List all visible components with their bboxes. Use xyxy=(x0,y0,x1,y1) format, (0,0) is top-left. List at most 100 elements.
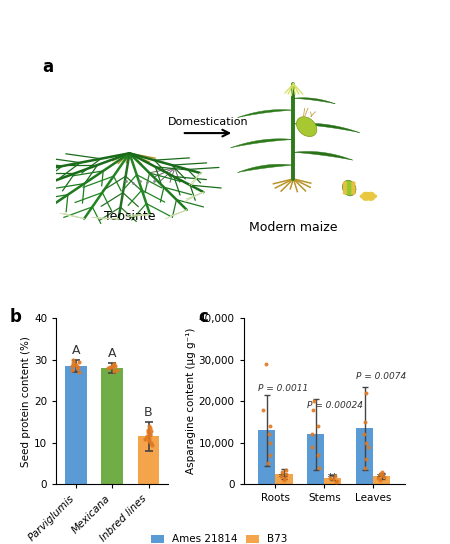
Point xyxy=(310,397,317,406)
Point xyxy=(265,430,272,439)
Point xyxy=(142,434,149,443)
Point xyxy=(104,364,111,373)
Point xyxy=(146,435,153,444)
Point xyxy=(376,475,383,484)
Polygon shape xyxy=(238,109,293,118)
Point xyxy=(146,424,153,432)
Circle shape xyxy=(343,184,346,187)
Text: Domestication: Domestication xyxy=(168,117,248,127)
Y-axis label: Asparagine content (μg g⁻¹): Asparagine content (μg g⁻¹) xyxy=(186,328,196,474)
Point xyxy=(70,360,77,368)
Point xyxy=(315,463,323,472)
Point xyxy=(75,368,82,376)
Point xyxy=(149,441,156,449)
Circle shape xyxy=(366,195,371,197)
Point xyxy=(381,472,388,481)
Point xyxy=(282,474,289,483)
Point xyxy=(107,363,114,372)
Polygon shape xyxy=(293,98,335,104)
Point xyxy=(145,436,153,445)
Point xyxy=(70,359,77,368)
Point xyxy=(364,442,371,451)
Point xyxy=(315,422,322,430)
Text: c: c xyxy=(198,308,208,326)
Point xyxy=(361,430,368,439)
Text: Modern maize: Modern maize xyxy=(249,221,338,234)
Point xyxy=(283,465,290,474)
Y-axis label: Seed protein content (%): Seed protein content (%) xyxy=(21,336,32,467)
Point xyxy=(69,362,76,370)
Point xyxy=(145,422,152,430)
Circle shape xyxy=(343,187,346,189)
Polygon shape xyxy=(293,151,353,160)
Bar xyxy=(258,430,275,484)
Point xyxy=(333,477,341,485)
Point xyxy=(74,364,81,373)
Point xyxy=(112,362,119,370)
Text: A: A xyxy=(72,344,81,357)
Point xyxy=(146,431,153,440)
Text: P = 0.0074: P = 0.0074 xyxy=(356,372,406,381)
Text: Teosinte: Teosinte xyxy=(104,210,155,223)
Point xyxy=(72,361,80,369)
Text: **: ** xyxy=(377,473,387,483)
Point xyxy=(144,428,152,437)
Point xyxy=(68,366,75,374)
Point xyxy=(279,467,286,476)
Text: b: b xyxy=(9,308,21,326)
Point xyxy=(109,362,116,371)
Point xyxy=(326,474,333,483)
Polygon shape xyxy=(230,139,293,148)
Circle shape xyxy=(360,195,367,198)
Point xyxy=(69,355,76,364)
Ellipse shape xyxy=(342,180,356,196)
Point xyxy=(362,388,369,397)
Circle shape xyxy=(352,190,355,191)
Point xyxy=(374,474,382,483)
Circle shape xyxy=(352,182,355,184)
Text: P = 0.0011: P = 0.0011 xyxy=(258,384,309,393)
Point xyxy=(264,459,271,468)
Circle shape xyxy=(368,193,374,196)
Text: P = 0.00024: P = 0.00024 xyxy=(307,400,363,410)
Bar xyxy=(101,368,123,484)
Point xyxy=(75,362,82,371)
Point xyxy=(309,430,316,439)
Point xyxy=(361,463,368,472)
Ellipse shape xyxy=(297,117,317,137)
Legend: Ames 21814, B73: Ames 21814, B73 xyxy=(147,530,292,544)
Text: a: a xyxy=(42,58,54,76)
Point xyxy=(278,472,285,480)
Point xyxy=(361,418,368,426)
Bar xyxy=(307,435,324,484)
Circle shape xyxy=(352,184,355,187)
Point xyxy=(378,471,385,479)
Point xyxy=(267,438,274,447)
Circle shape xyxy=(343,182,346,184)
Point xyxy=(147,438,154,447)
Bar xyxy=(275,474,292,484)
Bar xyxy=(65,366,87,484)
Circle shape xyxy=(363,193,369,196)
Bar xyxy=(373,476,390,484)
Point xyxy=(267,451,274,460)
Point xyxy=(282,469,289,478)
Point xyxy=(144,426,152,435)
Text: B: B xyxy=(144,406,153,419)
Point xyxy=(144,432,151,441)
Point xyxy=(111,360,118,368)
Circle shape xyxy=(343,193,346,194)
Point xyxy=(378,467,386,476)
Point xyxy=(110,361,117,369)
Bar xyxy=(138,436,159,484)
Circle shape xyxy=(363,197,369,200)
Circle shape xyxy=(343,190,346,191)
Circle shape xyxy=(352,193,355,194)
Point xyxy=(363,438,370,447)
Point xyxy=(362,455,369,463)
Point xyxy=(113,366,120,374)
Point xyxy=(332,472,339,480)
Point xyxy=(310,405,317,414)
Point xyxy=(308,442,315,451)
Point xyxy=(147,430,154,439)
